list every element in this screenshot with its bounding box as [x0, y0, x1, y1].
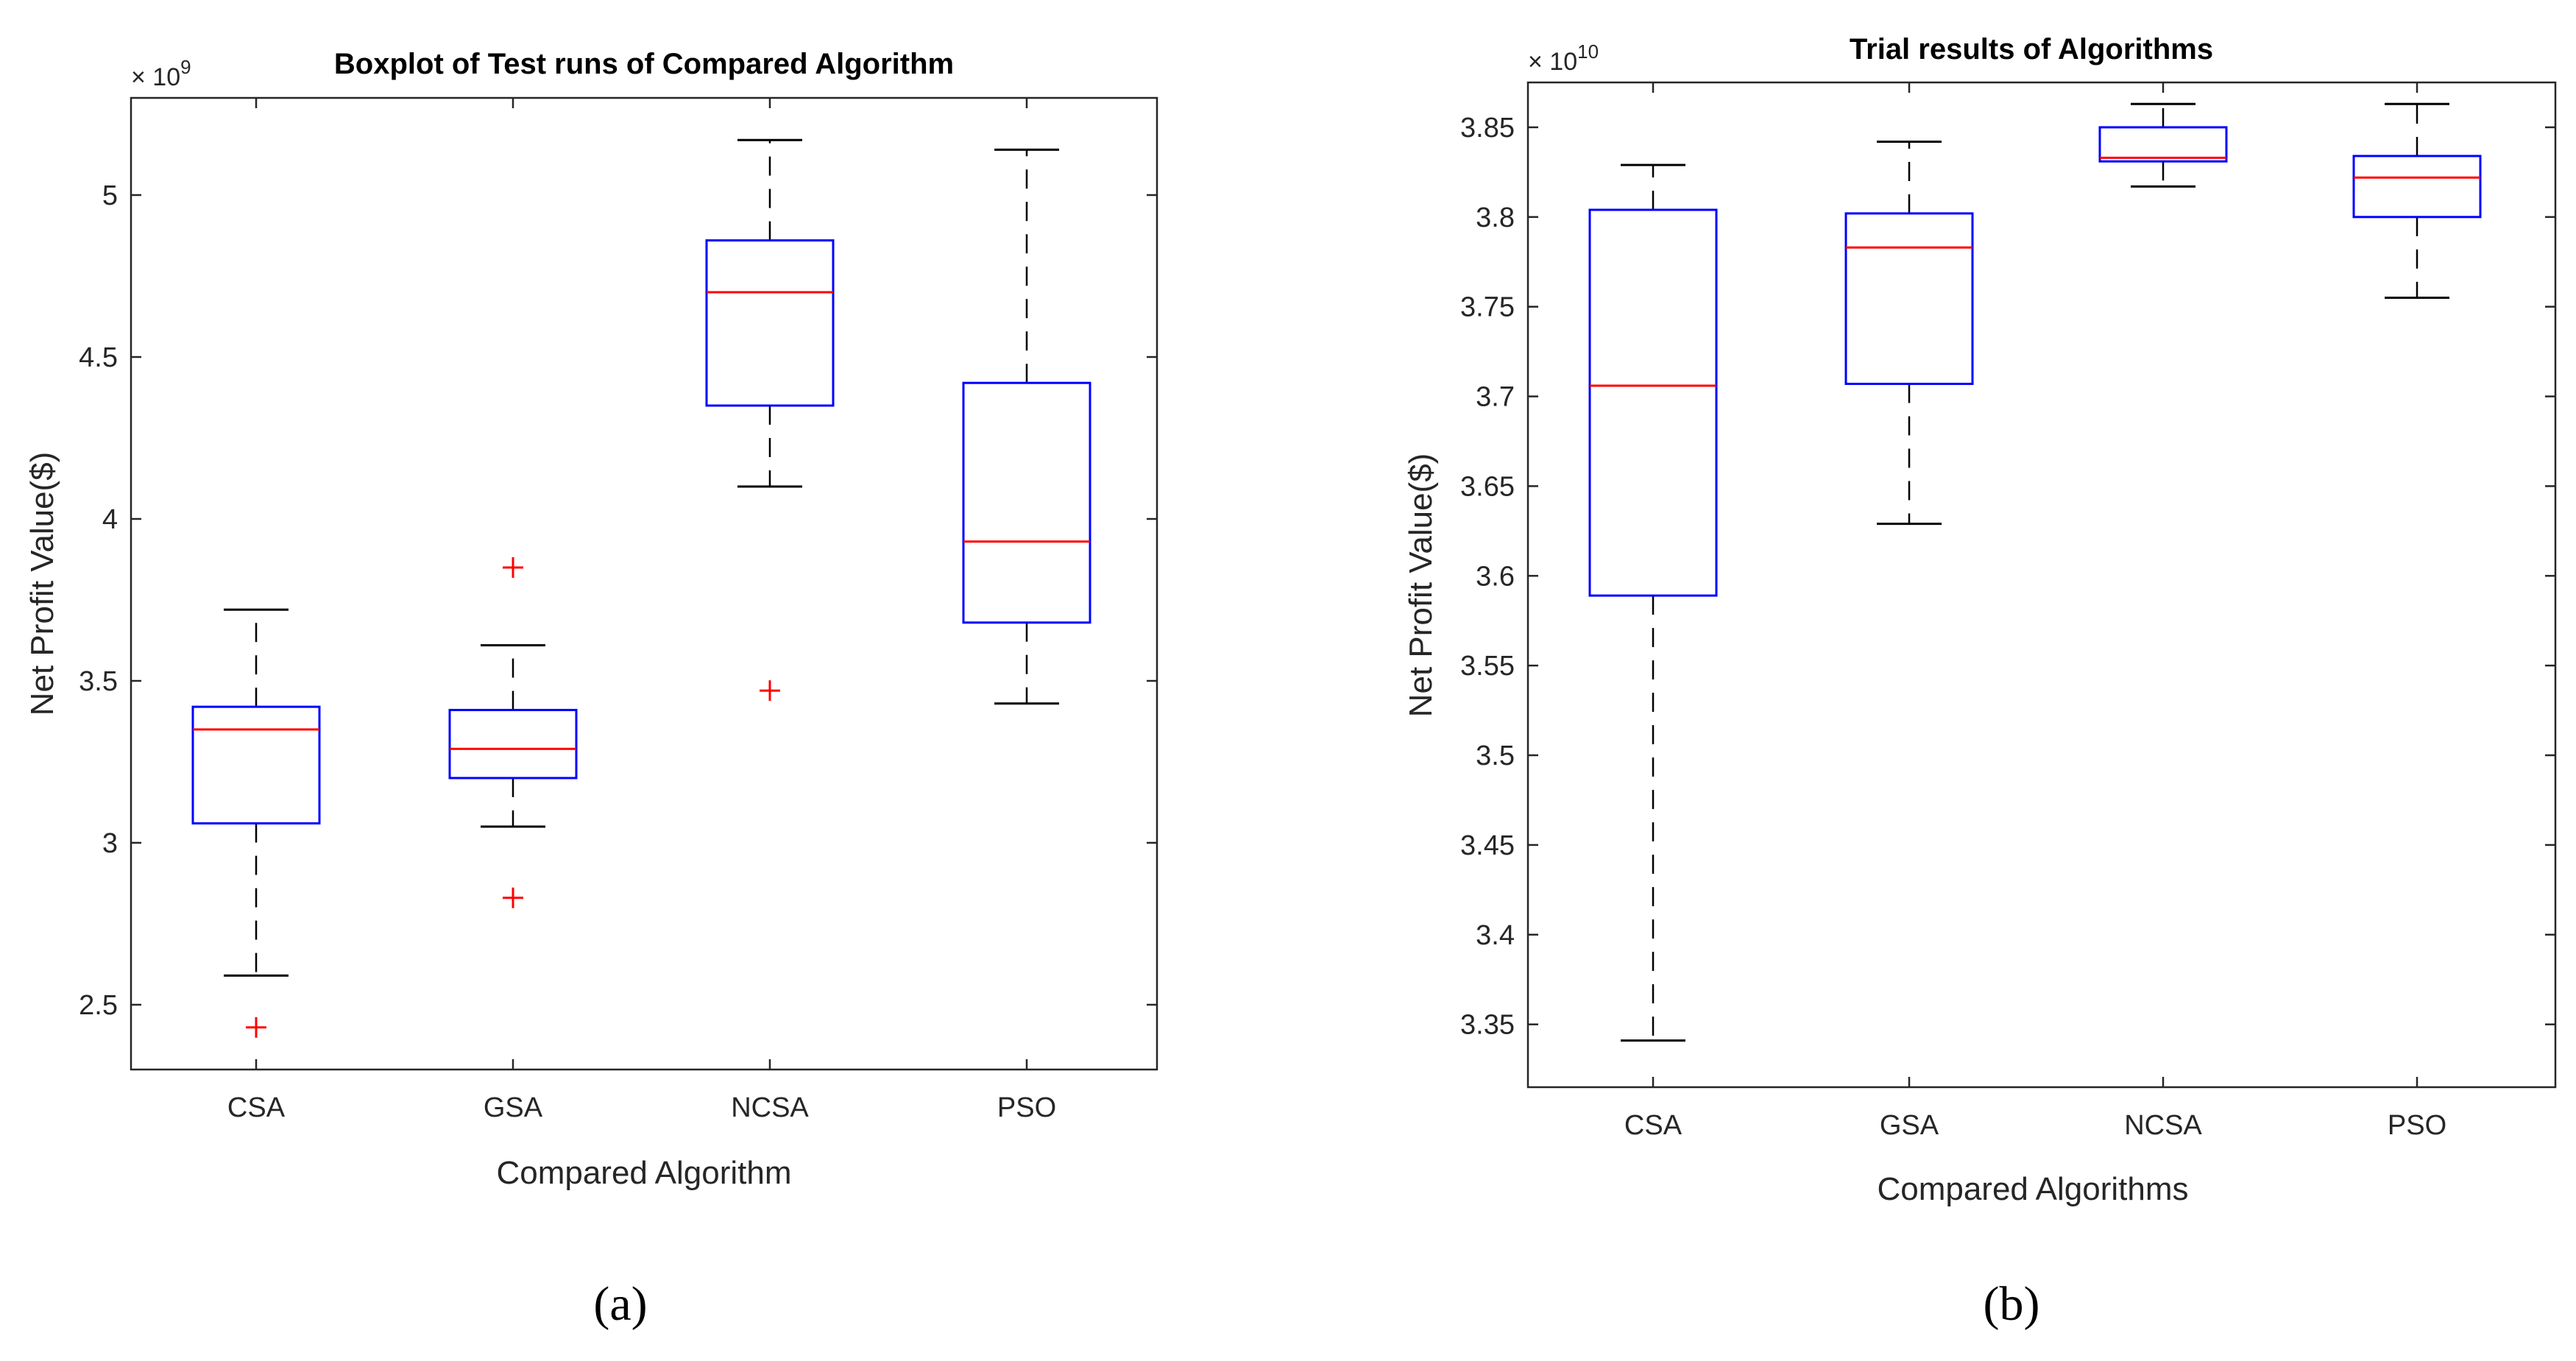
plot-area-b	[1526, 81, 2557, 1089]
y-tick-label: 3.35	[1460, 1010, 1515, 1041]
iqr-box	[705, 239, 835, 407]
chart-title-a: Boxplot of Test runs of Compared Algorit…	[334, 48, 954, 80]
panel-a: Boxplot of Test runs of Compared Algorit…	[24, 48, 1158, 1331]
outlier-marker	[246, 1017, 266, 1038]
iqr-box	[2098, 126, 2228, 163]
y-ticks-b: 3.35 3.4 3.45 3.5 3.55 3.6 3.65 3.7 3.75 3.8 3.85	[1460, 113, 2555, 1041]
panel-caption-b: (b)	[1984, 1277, 2040, 1331]
iqr-box	[2352, 155, 2482, 219]
y-tick-label: 4.5	[79, 342, 118, 373]
x-tick-label: CSA	[1624, 1110, 1682, 1141]
plot-area-a	[130, 96, 1158, 1071]
y-tick-label: 3.5	[79, 666, 118, 697]
y-ticks-a: 2.5 3 3.5 4 4.5 5	[79, 180, 1157, 1021]
box-gsa	[448, 557, 578, 908]
x-ticks-b: CSA GSA NCSA PSO	[1624, 82, 2446, 1141]
y-tick-label: 3.6	[1476, 561, 1515, 592]
iqr-box	[1588, 208, 1718, 597]
box-ncsa	[705, 138, 835, 701]
y-tick-label: 3.4	[1476, 920, 1515, 951]
box-ncsa	[2098, 102, 2228, 188]
x-tick-label: NCSA	[731, 1092, 809, 1123]
y-tick-label: 4	[102, 504, 118, 535]
y-tick-label: 2.5	[79, 990, 118, 1021]
iqr-box	[448, 709, 578, 780]
y-scale-factor-a: × 109	[131, 56, 191, 91]
y-axis-label-a: Net Profit Value($)	[24, 452, 60, 716]
x-tick-label: GSA	[484, 1092, 543, 1123]
outlier-marker	[503, 887, 523, 908]
y-tick-label: 3.75	[1460, 292, 1515, 323]
panel-b: Trial results of Algorithms Compared Alg…	[1403, 33, 2557, 1331]
y-tick-label: 3.65	[1460, 471, 1515, 502]
outlier-marker	[503, 557, 523, 578]
iqr-box	[1844, 212, 1974, 385]
box-csa	[191, 608, 321, 1038]
iqr-box	[191, 705, 321, 825]
boxes-b	[1588, 102, 2482, 1042]
iqr-box	[962, 381, 1091, 624]
y-tick-label: 3.45	[1460, 830, 1515, 861]
y-tick-label: 3.5	[1476, 740, 1515, 771]
x-tick-label: NCSA	[2124, 1110, 2202, 1141]
y-tick-label: 3.8	[1476, 202, 1515, 233]
y-tick-label: 3.55	[1460, 651, 1515, 682]
y-scale-factor-b: × 1010	[1528, 40, 1599, 76]
x-ticks-a: CSA GSA NCSA PSO	[227, 98, 1056, 1123]
y-tick-label: 3.7	[1476, 382, 1515, 413]
outlier-marker	[760, 680, 780, 701]
y-tick-label: 3.85	[1460, 113, 1515, 144]
y-tick-label: 5	[102, 180, 118, 211]
panel-caption-a: (a)	[593, 1277, 647, 1331]
y-axis-label-b: Net Profit Value($)	[1403, 453, 1439, 718]
x-tick-label: CSA	[227, 1092, 286, 1123]
y-tick-label: 3	[102, 828, 118, 859]
box-pso	[2352, 102, 2482, 299]
x-tick-label: GSA	[1880, 1110, 1939, 1141]
boxes-a	[191, 138, 1091, 1038]
chart-title-b: Trial results of Algorithms	[1850, 33, 2213, 66]
box-pso	[962, 148, 1091, 705]
x-axis-label-b: Compared Algorithms	[1877, 1171, 2188, 1207]
x-tick-label: PSO	[997, 1092, 1056, 1123]
box-csa	[1588, 163, 1718, 1042]
x-tick-label: PSO	[2388, 1110, 2446, 1141]
x-axis-label-a: Compared Algorithm	[496, 1155, 791, 1191]
box-gsa	[1844, 140, 1974, 526]
